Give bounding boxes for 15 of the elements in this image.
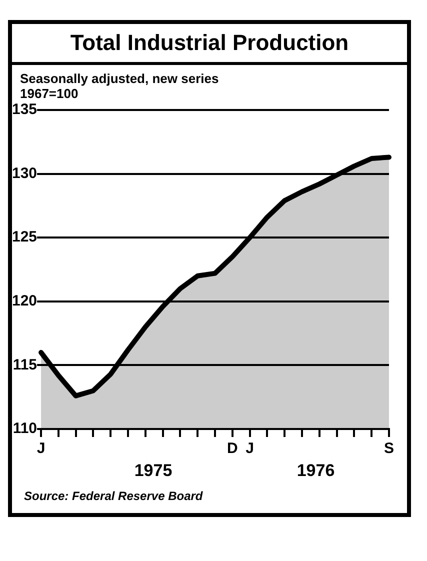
x-tick-label: J bbox=[246, 440, 254, 458]
text: 1975 bbox=[134, 461, 172, 481]
x-tick-label: S bbox=[384, 440, 394, 458]
y-tick-label: 110 bbox=[12, 420, 38, 438]
y-tick-label: 115 bbox=[12, 356, 38, 374]
y-tick-label: 130 bbox=[12, 164, 38, 182]
y-tick-label: 125 bbox=[12, 228, 38, 246]
chart-subtitle: Seasonally adjusted, new series 1967=100 bbox=[19, 70, 220, 101]
y-tick-label: 120 bbox=[12, 292, 38, 310]
x-tick-label: J bbox=[36, 440, 46, 458]
y-tick-label: 135 bbox=[12, 101, 38, 118]
x-tick-label: D bbox=[226, 440, 238, 458]
source-note: Source: Federal Reserve Board bbox=[23, 488, 204, 505]
chart-title: Total Industrial Production bbox=[12, 24, 407, 65]
text: 1976 bbox=[296, 461, 335, 481]
